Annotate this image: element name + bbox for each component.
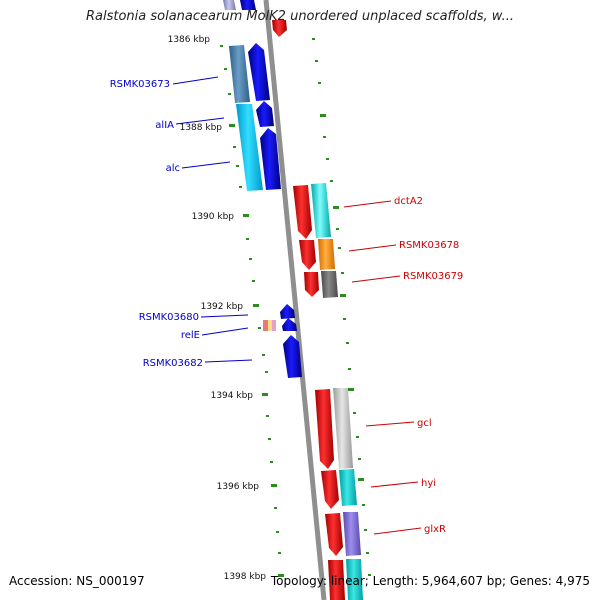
right-gene-labels: dctA2 RSMK03678 RSMK03679 gcl hyi glxR (343, 196, 463, 535)
gene-arrow-gcl[interactable] (315, 389, 334, 469)
gene-label-relE[interactable]: relE (181, 330, 200, 341)
gene-label-RSMK03673[interactable]: RSMK03673 (110, 79, 170, 90)
gene-label-gcl[interactable]: gcl (417, 418, 432, 429)
gene-label-glxR[interactable]: glxR (424, 524, 446, 535)
gene-arrow-bottom-red[interactable] (328, 560, 345, 600)
gene-arrow-relE[interactable] (282, 318, 297, 331)
gene-arrow-RSMK03678[interactable] (299, 240, 316, 270)
gene-block-RSMK03680-left[interactable] (263, 320, 268, 331)
gene-block-RSMK03679[interactable] (321, 271, 338, 298)
gene-arrow-alc[interactable] (260, 128, 281, 190)
gene-block-hyi[interactable] (339, 469, 357, 506)
gene-label-RSMK03680[interactable]: RSMK03680 (139, 312, 199, 323)
right-tick-marks (312, 38, 371, 576)
sequence-backbone (263, 0, 327, 600)
gene-label-RSMK03682[interactable]: RSMK03682 (143, 358, 203, 369)
gene-label-hyi[interactable]: hyi (421, 478, 436, 489)
left-gene-labels: RSMK03673 alIA alc RSMK03680 relE RSMK03… (110, 76, 253, 369)
gene-block-dctA2[interactable] (311, 183, 331, 238)
reverse-strand-genes (272, 20, 363, 600)
gene-arrow-hyi[interactable] (321, 470, 339, 509)
gene-label-RSMK03678[interactable]: RSMK03678 (399, 240, 459, 251)
gene-label-dctA2[interactable]: dctA2 (394, 196, 423, 207)
gene-arrow-RSMK03680[interactable] (280, 304, 295, 319)
gene-arrow-RSMK03679[interactable] (304, 272, 319, 297)
gene-label-RSMK03679[interactable]: RSMK03679 (403, 271, 463, 282)
accession-text: Accession: NS_000197 (9, 574, 145, 588)
gene-block-alc-outer[interactable] (236, 104, 263, 191)
gene-label-alIA[interactable]: alIA (155, 120, 174, 131)
scale-label-1396: 1396 kbp (217, 482, 260, 492)
left-tick-marks (220, 45, 284, 577)
topology-summary-text: Topology: linear; Length: 5,964,607 bp; … (270, 574, 590, 588)
scale-label-1398: 1398 kbp (224, 572, 267, 582)
scale-label-1386: 1386 kbp (168, 35, 211, 45)
gene-arrow-RSMK03682[interactable] (283, 335, 302, 378)
gene-block-RSMK03678[interactable] (318, 239, 335, 270)
gene-block-glxR[interactable] (343, 512, 361, 556)
scale-label-1390: 1390 kbp (192, 212, 235, 222)
gene-block-RSMK03673[interactable] (229, 45, 250, 103)
scale-label-1394: 1394 kbp (211, 391, 254, 401)
gene-arrow-alIA[interactable] (256, 101, 274, 127)
gene-block-top-left-b[interactable] (240, 0, 256, 10)
gene-arrow-glxR[interactable] (325, 513, 343, 556)
forward-strand-genes (223, 0, 302, 378)
scale-label-1392: 1392 kbp (201, 302, 244, 312)
gene-block-bottom-cyan[interactable] (346, 559, 363, 600)
gene-block-gcl[interactable] (333, 388, 353, 469)
gene-block-RSMK03680-mid[interactable] (268, 320, 272, 331)
scale-label-1388: 1388 kbp (180, 123, 223, 133)
gene-arrow-dctA2[interactable] (293, 185, 312, 239)
map-title: Ralstonia solanacearum MolK2 unordered u… (85, 9, 514, 24)
scale-labels: 1386 kbp 1388 kbp 1390 kbp 1392 kbp 1394… (168, 35, 267, 582)
gene-label-alc[interactable]: alc (166, 163, 180, 174)
gene-top-red-marker[interactable] (272, 20, 287, 37)
gene-block-top-left-a[interactable] (223, 0, 236, 10)
gene-arrow-RSMK03673[interactable] (248, 43, 270, 101)
gene-block-RSMK03680-right[interactable] (272, 320, 276, 331)
